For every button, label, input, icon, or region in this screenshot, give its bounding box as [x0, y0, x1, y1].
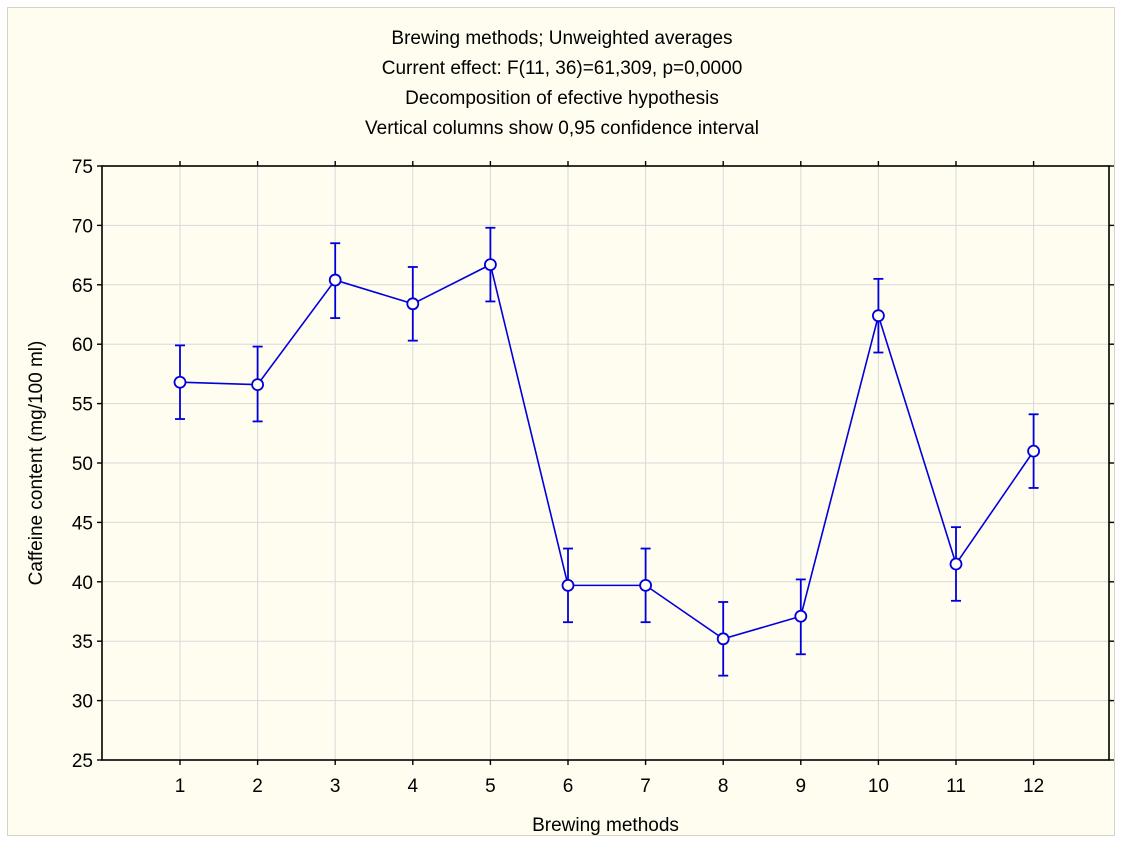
title-line-1: Brewing methods; Unweighted averages [391, 28, 733, 49]
data-point-marker [483, 258, 497, 272]
y-tick-label: 25 [72, 751, 93, 772]
grid-layer [102, 166, 1109, 760]
x-tick-label: 7 [640, 776, 651, 797]
y-tick-label: 75 [72, 157, 93, 178]
data-point-marker [716, 632, 730, 646]
markers [173, 258, 1040, 646]
x-axis-ticks: 1 2 3 4 5 6 7 8 9 10 11 12 [175, 161, 1044, 797]
data-point-marker [949, 557, 963, 571]
y-tick-label: 70 [72, 216, 93, 237]
series-line-layer [179, 263, 1035, 640]
data-point-marker [1027, 444, 1040, 458]
data-point-marker [872, 309, 885, 323]
y-tick-label: 45 [72, 513, 93, 534]
data-point-marker [251, 378, 265, 391]
y-tick-label: 40 [72, 573, 93, 594]
x-axis-label: Brewing methods [532, 815, 679, 836]
error-bars [175, 226, 1039, 677]
x-tick-label: 9 [796, 776, 807, 797]
x-tick-label: 12 [1023, 776, 1044, 797]
x-tick-label: 4 [408, 776, 419, 797]
chart-title: Brewing methods; Unweighted averages Cur… [8, 24, 1116, 144]
y-axis-ticks: 25 30 35 40 45 50 55 60 65 70 75 [72, 157, 1114, 772]
y-tick-label: 30 [72, 692, 93, 713]
y-tick-label: 65 [72, 276, 93, 297]
x-tick-label: 5 [485, 776, 496, 797]
data-point-marker [639, 578, 652, 592]
y-tick-label: 50 [72, 454, 93, 475]
chart-figure: Brewing methods; Unweighted averages Cur… [7, 7, 1115, 836]
x-tick-label: 6 [563, 776, 574, 797]
y-tick-label: 55 [72, 395, 93, 416]
data-point-marker [173, 375, 187, 389]
y-tick-label: 35 [72, 632, 93, 653]
title-line-2: Current effect: F(11, 36)=61,309, p=0,00… [381, 58, 743, 79]
x-tick-label: 10 [868, 776, 889, 797]
data-point-marker [794, 609, 808, 623]
x-tick-label: 8 [718, 776, 729, 797]
y-axis-label: Caffeine content (mg/100 ml) [26, 341, 47, 586]
data-point-marker [561, 578, 575, 592]
title-line-3: Decomposition of efective hypothesis [405, 88, 719, 109]
x-tick-label: 1 [175, 776, 186, 797]
x-tick-label: 11 [946, 776, 966, 797]
data-point-marker [328, 273, 342, 287]
x-tick-label: 3 [330, 776, 341, 797]
data-point-marker [406, 297, 420, 311]
title-line-4: Vertical columns show 0,95 confidence in… [365, 118, 759, 139]
x-tick-label: 2 [252, 776, 263, 797]
series-line [179, 263, 1035, 640]
y-tick-label: 60 [72, 335, 93, 356]
